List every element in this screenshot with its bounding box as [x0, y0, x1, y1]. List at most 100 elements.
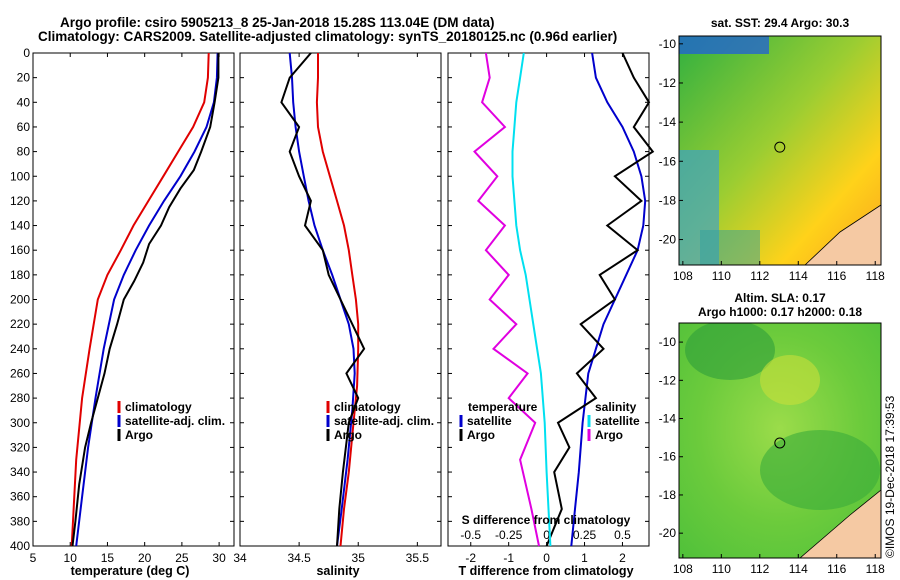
temperature-legend: climatology satellite-adj. clim. Argo	[117, 400, 225, 442]
diff-series-t-satellite	[570, 52, 647, 547]
temperature-xtick-label: 10	[64, 551, 78, 565]
temperature-xtick-label: 5	[30, 551, 37, 565]
salinity-legend: climatology satellite-adj. clim. Argo	[326, 400, 434, 442]
diff-top-xtick-label: 0.25	[573, 528, 597, 542]
legend-climatology: climatology	[334, 400, 401, 414]
depth-tick-label: 220	[10, 317, 30, 331]
temperature-axes-box	[32, 52, 235, 547]
depth-tick-label: 40	[17, 95, 31, 109]
diff-xtick-label: 0	[543, 551, 550, 565]
legend-t-argo: Argo	[467, 428, 495, 442]
legend-temperature-title: temperature	[468, 400, 538, 414]
depth-tick-label: 240	[10, 342, 30, 356]
diff-top-xtick-label: -0.5	[460, 528, 481, 542]
diff-xtick-label: -1	[503, 551, 514, 565]
sla-map-ytick-label: -12	[659, 373, 677, 387]
sst-map-ytick-label: -16	[659, 154, 677, 168]
salinity-series-argo	[280, 52, 366, 547]
temperature-series-argo	[71, 53, 220, 547]
sla-map-ytick-label: -16	[659, 450, 677, 464]
legend-satellite-adj: satellite-adj. clim.	[334, 414, 434, 428]
depth-tick-label: 0	[23, 46, 30, 60]
sla-map-argo-marker	[774, 437, 786, 449]
sst-map-argo-marker	[774, 141, 786, 153]
sla-map-ytick-label: -10	[659, 335, 677, 349]
sla-map-xtick-label: 110	[712, 562, 731, 576]
depth-tick-label: 140	[10, 219, 30, 233]
legend-argo: Argo	[125, 428, 153, 442]
sst-map-xtick-label: 118	[866, 269, 885, 283]
sla-map-title: Altim. SLA: 0.17	[734, 291, 826, 305]
depth-tick-label: 60	[17, 120, 31, 134]
sst-map-image	[679, 36, 881, 265]
diff-top-xtick-label: 0.5	[614, 528, 631, 542]
legend-t-satellite: satellite	[467, 414, 512, 428]
depth-tick-label: 180	[10, 268, 30, 282]
title-line-1: Argo profile: csiro 5905213_8 25-Jan-201…	[60, 15, 494, 30]
diff-series-t-argo	[545, 52, 655, 547]
depth-tick-label: 80	[17, 145, 31, 159]
depth-tick-label: 260	[10, 366, 30, 380]
salinity-xtick-label: 35.5	[406, 551, 430, 565]
depth-tick-label: 320	[10, 440, 30, 454]
sst-map-ytick-label: -12	[659, 76, 677, 90]
depth-tick-label: 20	[17, 71, 31, 85]
sla-map-ytick-label: -20	[659, 526, 677, 540]
sla-map-ytick-label: -14	[659, 412, 677, 426]
diff-xtick-label: 2	[619, 551, 626, 565]
depth-tick-label: 200	[10, 293, 30, 307]
salinity-xtick-label: 34.5	[287, 551, 311, 565]
sla-map-axes-box	[678, 322, 882, 559]
salinity-xtick-label: 35	[352, 551, 366, 565]
salinity-xtick-label: 34	[233, 551, 247, 565]
credit: ©IMOS 19-Dec-2018 17:39:53	[883, 395, 897, 558]
sst-map-ytick-label: -18	[659, 193, 677, 207]
sla-map-subtitle: Argo h1000: 0.17 h2000: 0.18	[698, 305, 862, 319]
sla-map-ytick-label: -18	[659, 488, 677, 502]
sst-map-ytick-label: -10	[659, 37, 677, 51]
sla-map-xtick-label: 108	[673, 562, 693, 576]
diff-axes-box	[447, 52, 650, 547]
depth-tick-label: 160	[10, 243, 30, 257]
sla-map-xtick-label: 114	[789, 562, 808, 576]
diff-legend-temperature: temperature satellite Argo	[459, 400, 538, 442]
sst-map-xtick-label: 112	[750, 269, 769, 283]
depth-tick-label: 280	[10, 391, 30, 405]
diff-top-xtick-label: 0	[543, 528, 550, 542]
diff-xlabel: T difference from climatology	[458, 564, 633, 578]
depth-tick-label: 120	[10, 194, 30, 208]
temperature-xtick-label: 25	[175, 551, 189, 565]
title-line-2: Climatology: CARS2009. Satellite-adjuste…	[38, 29, 617, 44]
diff-legend-salinity: salinity satellite Argo	[587, 400, 640, 442]
legend-s-satellite: satellite	[595, 414, 640, 428]
salinity-series-climatology	[315, 53, 360, 547]
depth-tick-label: 100	[10, 169, 30, 183]
legend-s-argo: Argo	[595, 428, 623, 442]
depth-tick-label: 400	[10, 539, 30, 553]
sla-map-xtick-label: 112	[750, 562, 769, 576]
temperature-xtick-label: 20	[138, 551, 152, 565]
diff-xlabel-top: S difference from climatology	[462, 513, 631, 527]
depth-tick-label: 300	[10, 416, 30, 430]
temperature-series-climatology	[70, 52, 210, 547]
sst-map-ytick-label: -20	[659, 233, 677, 247]
sst-map-xtick-label: 114	[789, 269, 808, 283]
salinity-xlabel: salinity	[316, 564, 359, 578]
sla-map-image	[679, 323, 881, 558]
depth-tick-label: 380	[10, 514, 30, 528]
sla-map-xtick-label: 116	[827, 562, 846, 576]
sla-map-xtick-label: 118	[866, 562, 885, 576]
legend-climatology: climatology	[125, 400, 192, 414]
sst-map-title: sat. SST: 29.4 Argo: 30.3	[711, 16, 850, 30]
sst-map-xtick-label: 116	[827, 269, 846, 283]
diff-series-s-satellite	[511, 52, 552, 547]
sst-map-xtick-label: 110	[712, 269, 731, 283]
temperature-xtick-label: 15	[101, 551, 115, 565]
diff-xtick-label: -2	[465, 551, 476, 565]
diff-series-s-argo	[473, 52, 540, 547]
sst-map-axes-box	[678, 35, 882, 266]
legend-salinity-title: salinity	[595, 400, 637, 414]
temperature-xtick-label: 30	[212, 551, 226, 565]
sst-map-ytick-label: -14	[659, 115, 677, 129]
